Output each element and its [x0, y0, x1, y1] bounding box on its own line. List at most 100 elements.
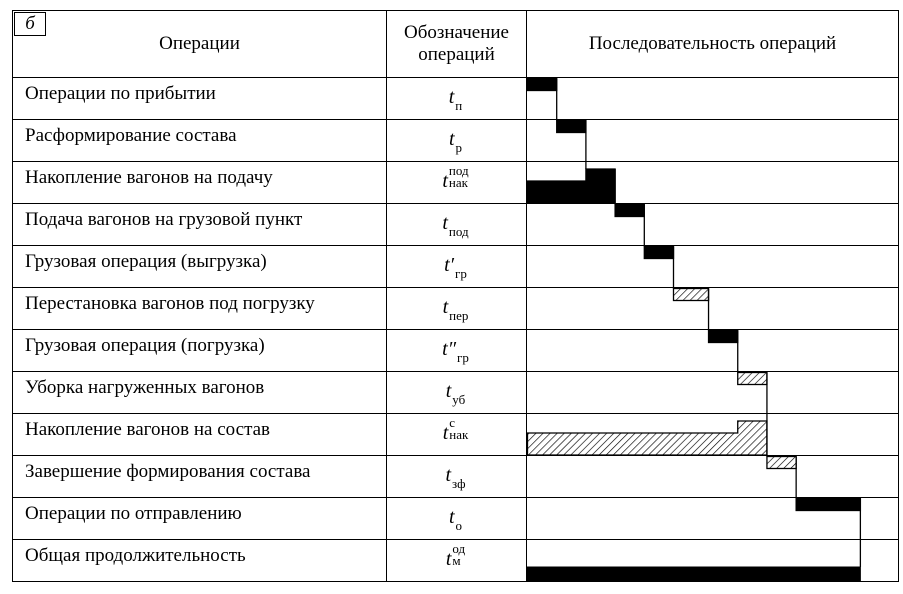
symbol-subscript: под — [448, 224, 469, 239]
symbol-base: t — [448, 506, 455, 528]
operation-name: Накопление вагонов на состав — [25, 419, 271, 440]
operation-name: Подача вагонов на грузовой пункт — [25, 209, 303, 230]
symbol-base: t — [444, 254, 450, 276]
operation-name: Грузовая операция (погрузка) — [25, 335, 265, 356]
sequence-bar-10 — [766, 455, 797, 470]
designation-symbol: tо — [448, 506, 462, 533]
designation-cell: tр — [386, 119, 527, 162]
symbol-subscript: нак — [448, 175, 468, 190]
sequence-bar-11 — [795, 497, 862, 512]
operation-name-cell: Подача вагонов на грузовой пункт — [12, 203, 387, 246]
designation-symbol: t под нак — [442, 164, 468, 194]
table-row: Уборка нагруженных вагонов tуб — [12, 371, 899, 414]
designation-cell: t под нак — [386, 161, 527, 204]
header-sequence: Последовательность операций — [526, 10, 899, 78]
operation-name: Грузовая операция (выгрузка) — [25, 251, 267, 272]
sequence-cell — [526, 287, 899, 330]
operation-name: Операции по прибытии — [25, 83, 216, 104]
designation-symbol: tр — [448, 128, 462, 155]
panel-label: б — [14, 12, 46, 36]
sequence-bar-2 — [556, 119, 587, 134]
operation-name-cell: Операции по отправлению — [12, 497, 387, 540]
designation-symbol: tзф — [445, 464, 465, 491]
sequence-bar-12 — [527, 566, 861, 582]
sequence-bar-6 — [672, 287, 710, 302]
designation-cell: t с нак — [386, 413, 527, 456]
operation-name: Завершение формирования состава — [25, 461, 311, 482]
operation-name: Накопление вагонов на подачу — [25, 167, 273, 188]
symbol-base: t — [445, 464, 452, 486]
symbol-base: t — [448, 86, 455, 108]
header-operations: Операции — [12, 10, 387, 78]
table-row: Операции по прибытии tп — [12, 77, 899, 120]
designation-symbol: tпод — [442, 212, 468, 239]
symbol-subscript: м — [452, 553, 461, 568]
designation-cell: tпер — [386, 287, 527, 330]
operation-name-cell: Грузовая операция (погрузка) — [12, 329, 387, 372]
symbol-subscript: о — [455, 518, 463, 533]
operation-name-cell: Операции по прибытии — [12, 77, 387, 120]
designation-symbol: t од м — [445, 542, 465, 572]
header-designation-text: Обозначение операций — [404, 22, 509, 65]
table-row: Подача вагонов на грузовой пункт tпод — [12, 203, 899, 246]
designation-cell: t од м — [386, 539, 527, 582]
symbol-subscript: гр — [457, 350, 469, 365]
symbol-prime: ″ — [447, 338, 457, 360]
operations-table: Операции Обозначение операций Последоват… — [12, 10, 899, 582]
symbol-base: t — [448, 128, 455, 150]
symbol-subscript: гр — [455, 266, 467, 281]
symbol-superscript: с — [449, 415, 456, 430]
table-row: Операции по отправлению tо — [12, 497, 899, 540]
operation-name: Уборка нагруженных вагонов — [25, 377, 265, 398]
symbol-superscript: од — [452, 541, 466, 556]
sequence-bar-3 — [526, 168, 616, 204]
operation-name-cell: Перестановка вагонов под погрузку — [12, 287, 387, 330]
table-row: Грузовая операция (выгрузка) t′гр — [12, 245, 899, 288]
symbol-base: t — [445, 380, 452, 402]
symbol-superscript: под — [448, 163, 469, 178]
designation-symbol: tуб — [445, 380, 466, 407]
symbol-prime: ′ — [449, 254, 455, 276]
symbol-indices: од м — [452, 541, 466, 568]
table-row: Завершение формирования состава tзф — [12, 455, 899, 498]
symbol-base: t — [445, 548, 452, 570]
operation-name-cell: Уборка нагруженных вагонов — [12, 371, 387, 414]
sequence-bar-5 — [643, 245, 675, 260]
symbol-base: t — [442, 422, 449, 444]
symbol-base: t — [442, 296, 449, 318]
sequence-cell — [526, 77, 899, 120]
designation-cell: tзф — [386, 455, 527, 498]
sequence-bar-4 — [614, 203, 645, 218]
sequence-bar-1 — [526, 77, 558, 92]
symbol-subscript: уб — [452, 392, 466, 407]
sequence-cell — [526, 371, 899, 414]
operation-name: Общая продолжительность — [25, 545, 246, 566]
designation-cell: tп — [386, 77, 527, 120]
sequence-bar-8 — [737, 371, 768, 386]
symbol-base: t — [442, 212, 448, 234]
designation-cell: tпод — [386, 203, 527, 246]
sequence-cell — [526, 203, 899, 246]
symbol-subscript: п — [455, 98, 463, 113]
designation-symbol: t с нак — [442, 416, 469, 446]
sequence-bar-9 — [526, 420, 768, 456]
designation-cell: tуб — [386, 371, 527, 414]
operation-name-cell: Накопление вагонов на состав — [12, 413, 387, 456]
table-row: Перестановка вагонов под погрузку tпер — [12, 287, 899, 330]
designation-symbol: tпер — [442, 296, 469, 323]
sequence-bar-7 — [707, 329, 739, 344]
designation-symbol: t′гр — [444, 254, 467, 281]
designation-symbol: tп — [448, 86, 463, 113]
operation-name-cell: Завершение формирования состава — [12, 455, 387, 498]
header-row: Операции Обозначение операций Последоват… — [12, 10, 899, 78]
symbol-subscript: р — [455, 140, 463, 155]
symbol-indices: с нак — [449, 415, 469, 442]
symbol-base: t — [442, 338, 448, 360]
symbol-subscript: нак — [449, 427, 469, 442]
operation-name-cell: Накопление вагонов на подачу — [12, 161, 387, 204]
symbol-base: t — [442, 170, 448, 192]
header-designation: Обозначение операций — [386, 10, 527, 78]
operation-name: Перестановка вагонов под погрузку — [25, 293, 315, 314]
operation-name-cell: Расформирование состава — [12, 119, 387, 162]
